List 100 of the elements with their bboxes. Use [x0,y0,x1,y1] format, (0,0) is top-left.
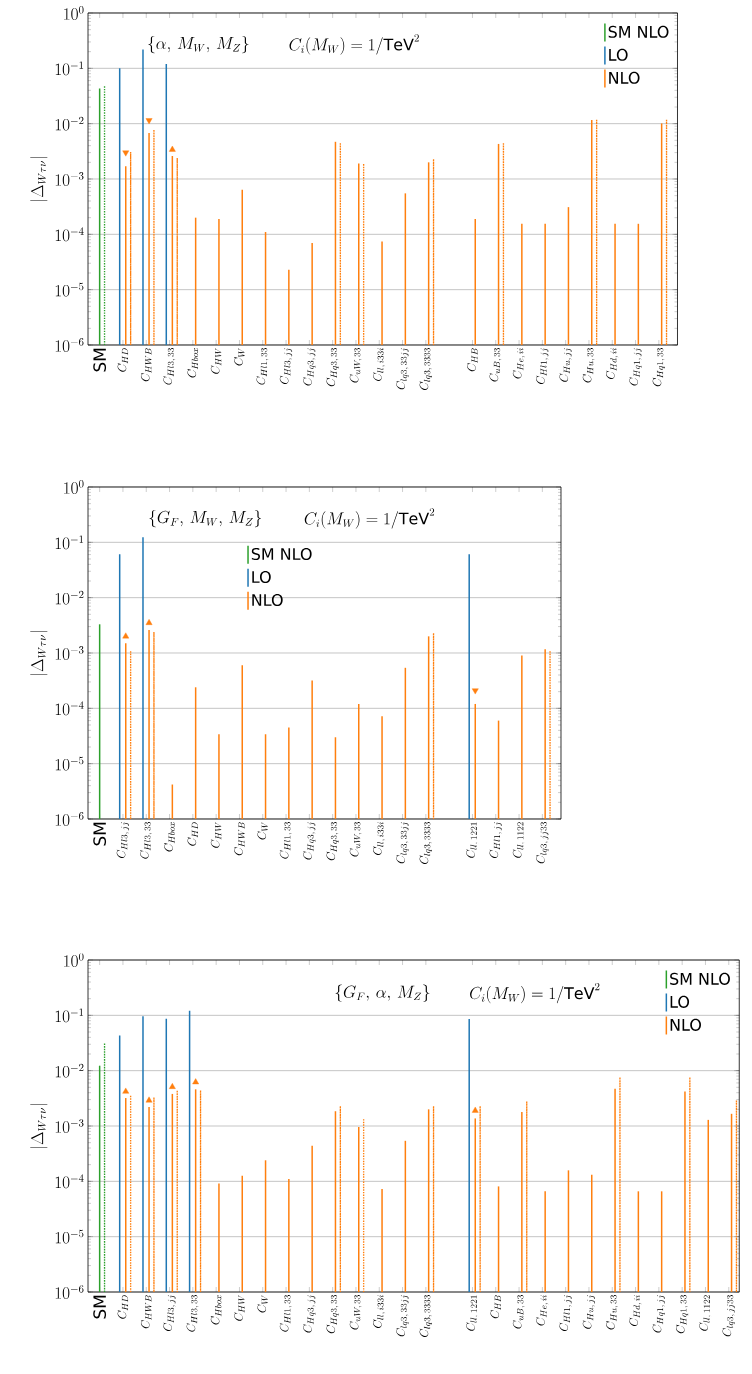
x-tick-label: $C_{Hq1,\,jj}$ [629,348,642,386]
x-tick-label: $C_{HW}$ [234,1295,245,1321]
x-tick-label: $C_{Hl1,\,33}$ [256,348,269,385]
y-tick-label: $10^{-5}$ [55,282,84,297]
y-tick-label: $10^{0}$ [64,6,84,20]
x-tick-label: $C_{ll,\,1122}$ [512,822,526,858]
annotation: $\{G_F,\, \alpha,\, M_Z\}$ [335,984,430,1002]
y-tick-label: $10^{-5}$ [55,1229,84,1244]
x-tick-label: $C_{Hl1,\,33}$ [279,822,293,859]
x-tick-label: $C_{lq3,\,3333}$ [419,1295,432,1337]
annotation: $\{G_F,\, M_W,\, M_Z\}$ [149,509,262,528]
x-tick-label: $C_{He,\,ii}$ [536,1295,549,1326]
x-tick-label: $C_{HD}$ [187,822,198,846]
x-tick-label: $C_{uW,\,33}$ [349,348,362,383]
x-tick-label: $C_{Hl1,\,jj}$ [559,1295,572,1331]
x-tick-label: $C_{ll,\,i33i}$ [372,348,386,381]
y-tick-label: $10^{-3}$ [55,1119,84,1133]
annotation: $C_i(M_W) = 1/\mathrm{TeV}^2$ [470,982,600,1004]
x-tick-label: $C_{HD}$ [117,348,129,372]
y-tick-label: $10^{-4}$ [55,227,84,242]
x-tick-label: $C_{Hq3,\,jj}$ [303,348,316,386]
x-tick-label: $C_{Hd,\,ii}$ [629,1295,642,1326]
x-tick-label: $C_{HWB}$ [234,822,245,856]
legend-label: SM NLO [670,972,730,985]
annotation: $C_i(M_W) = 1/\mathrm{TeV}^2$ [289,34,419,55]
x-tick-label: $C_{HB}$ [490,1295,501,1319]
x-tick-label: $C_{HWB}$ [140,348,152,382]
annotation: $C_i(M_W) = 1/\mathrm{TeV}^2$ [304,508,435,529]
legend-label: NLO [609,71,640,84]
x-tick-label: $C_{ll,\,i33i}$ [372,1295,386,1328]
y-tick-label: $10^{-6}$ [55,338,84,352]
x-tick-label: $C_{uB,\,33}$ [512,1295,526,1329]
x-tick-label: $C_{He,\,ii}$ [512,348,526,379]
x-tick-label: $C_{lq3,\,3333}$ [419,348,432,390]
x-tick-label: $C_{ll,\,i33i}$ [372,822,386,855]
annotation: $\{\alpha,\, M_W,\, M_Z\}$ [148,35,249,54]
x-tick-label: $C_{Hl3,\,jj}$ [116,822,130,858]
legend-label: NLO [252,593,283,607]
x-tick-label: $C_{W}$ [257,822,269,840]
x-tick-label: $C_{ll,\,1122}$ [699,1295,712,1331]
x-tick-label: $C_{HW}$ [210,822,222,848]
x-tick-label: $C_{Hu,\,jj}$ [559,348,572,382]
x-tick-label: $C_{uW,\,33}$ [349,822,362,857]
y-axis-title: $|\Delta_{W\tau\nu}|$ [30,1104,48,1148]
x-tick-label: $C_{ll,\,1221}$ [466,1295,479,1331]
y-tick-label: $10^{0}$ [64,480,84,494]
legend-label: SM NLO [251,547,312,561]
x-tick-label: $C_{Hl3,\,33}$ [186,1295,199,1332]
x-tick-label: $C_{W}$ [257,1295,269,1313]
x-tick-label: $C_{lq3,\,33jj}$ [396,348,409,390]
x-tick-label: $C_{HD}$ [117,1295,129,1319]
y-axis-title: $|\Delta_{W\tau\nu}|$ [30,157,48,201]
x-tick-label: $C_{Hq3,\,33}$ [326,348,339,387]
x-tick-label: $C_{Hl1,\,jj}$ [489,822,502,858]
x-tick-label: $C_{Hu,\,jj}$ [582,1295,596,1329]
x-tick-label: $C_{lq3,\,jj33}$ [536,822,549,864]
y-tick-label: $10^{-6}$ [55,1285,84,1299]
x-tick-label: $C_{Hq1,\,jj}$ [652,1295,665,1333]
x-tick-label: $C_{Hq1,\,33}$ [675,1295,689,1334]
x-tick-label: $C_{Hu,\,33}$ [606,1295,619,1330]
y-tick-label: $10^{-2}$ [55,116,84,131]
y-tick-label: $10^{-3}$ [55,646,84,660]
x-tick-label: $C_{HW}$ [210,348,222,374]
y-tick-label: $10^{-6}$ [55,812,84,826]
y-tick-label: $10^{-2}$ [55,590,84,605]
x-tick-label: $C_{uB,\,33}$ [489,348,502,382]
x-tick-label: $C_{lq3,\,33jj}$ [396,822,409,864]
x-tick-label: $C_{Hbox}$ [164,822,175,852]
x-tick-label: $C_{HB}$ [467,348,478,372]
x-tick-label: SM [93,1295,107,1319]
x-tick-label: $C_{Hl3,\,33}$ [139,822,153,859]
y-tick-label: $10^{-1}$ [55,1008,84,1023]
x-tick-label: $C_{Hl3,\,jj}$ [279,348,293,384]
x-tick-label: $C_{W}$ [234,348,245,366]
x-tick-label: $C_{Hq3,\,33}$ [326,1295,339,1334]
x-tick-label: SM [93,348,107,372]
x-tick-label: $C_{Hq3,\,jj}$ [303,1295,316,1333]
y-tick-label: $10^{0}$ [64,953,84,967]
x-tick-label: $C_{Hl3,\,jj}$ [163,1295,176,1331]
x-tick-label: $C_{Hl3,\,33}$ [163,348,176,385]
legend-label: NLO [670,1018,701,1031]
y-tick-label: $10^{-5}$ [55,756,84,771]
x-tick-label: $C_{HWB}$ [140,1295,152,1329]
x-tick-label: $C_{lq3,\,33jj}$ [396,1295,409,1337]
y-tick-label: $10^{-3}$ [55,172,84,186]
y-tick-label: $10^{-1}$ [55,535,84,550]
x-tick-label: $C_{lq3,\,jj33}$ [722,1295,735,1337]
x-tick-label: SM [93,822,107,846]
y-tick-label: $10^{-4}$ [55,1174,84,1189]
legend-label: LO [252,570,271,584]
x-tick-label: $C_{lq3,\,3333}$ [419,822,432,864]
x-tick-label: $C_{ll,\,1221}$ [466,822,479,858]
x-tick-label: $C_{Hq3,\,jj}$ [303,822,316,860]
x-tick-label: $C_{Hu,\,33}$ [582,348,595,383]
x-tick-label: $C_{Hbox}$ [187,348,199,378]
y-tick-label: $10^{-4}$ [55,701,84,716]
x-tick-label: $C_{Hl1,\,33}$ [279,1295,293,1332]
legend-label: LO [670,995,690,1008]
x-tick-label: $C_{Hq3,\,33}$ [326,822,339,861]
y-tick-label: $10^{-2}$ [55,1063,84,1078]
